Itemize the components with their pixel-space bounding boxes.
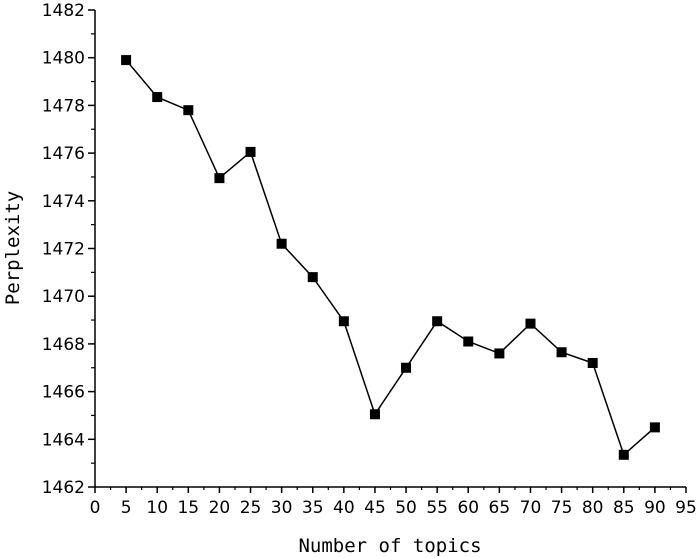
x-tick-label: 75 [551, 498, 573, 518]
data-point [432, 316, 443, 327]
x-tick-label: 25 [240, 498, 262, 518]
data-point [401, 362, 412, 373]
x-tick-label: 85 [613, 498, 635, 518]
data-point [121, 55, 132, 66]
data-point [463, 336, 474, 347]
x-tick-label: 50 [395, 498, 417, 518]
y-axis-ticks: 1462 1464 1466 1468 1470 1472 1474 1476 1478 1480… [42, 1, 95, 498]
data-point [245, 146, 256, 157]
y-tick-label: 1472 [42, 240, 85, 260]
y-tick-label: 1470 [42, 287, 85, 307]
y-tick-label: 1462 [42, 478, 85, 498]
x-tick-label: 60 [457, 498, 479, 518]
data-point [649, 422, 660, 433]
data-point [276, 238, 287, 249]
y-tick-label: 1468 [42, 335, 85, 355]
series [121, 55, 660, 460]
y-tick-label: 1482 [42, 1, 85, 21]
x-tick-label: 5 [121, 498, 132, 518]
x-axis-ticks: 0 5 10 15 20 25 30 35 40 45 50 55 60 65 70 75 80 85 90 95 [90, 487, 697, 518]
x-axis-title: Number of topics [298, 535, 481, 557]
data-point [525, 318, 536, 329]
data-point [152, 92, 163, 103]
data-point [587, 357, 598, 368]
y-tick-label: 1466 [42, 383, 85, 403]
y-tick-label: 1464 [42, 430, 85, 450]
x-tick-label: 0 [90, 498, 101, 518]
x-tick-label: 30 [271, 498, 293, 518]
y-axis-title: Perplexity [2, 191, 24, 305]
x-tick-label: 10 [146, 498, 168, 518]
x-tick-label: 90 [644, 498, 666, 518]
y-tick-label: 1478 [42, 96, 85, 116]
x-tick-label: 20 [209, 498, 231, 518]
x-tick-label: 70 [520, 498, 542, 518]
data-point [369, 409, 380, 420]
y-tick-label: 1474 [42, 192, 85, 212]
x-tick-label: 45 [364, 498, 386, 518]
x-tick-label: 55 [426, 498, 448, 518]
y-tick-label: 1480 [42, 49, 85, 69]
x-tick-label: 95 [675, 498, 697, 518]
x-tick-label: 40 [333, 498, 355, 518]
data-point [183, 105, 194, 116]
data-point [618, 449, 629, 460]
data-point [494, 348, 505, 359]
axes [94, 10, 686, 488]
y-tick-label: 1476 [42, 144, 85, 164]
data-point [338, 316, 349, 327]
data-point [214, 173, 225, 184]
x-tick-label: 65 [489, 498, 511, 518]
x-tick-label: 80 [582, 498, 604, 518]
data-point [556, 347, 567, 358]
series-line [125, 59, 656, 457]
x-tick-label: 15 [177, 498, 199, 518]
x-tick-label: 35 [302, 498, 324, 518]
data-point [307, 272, 318, 283]
